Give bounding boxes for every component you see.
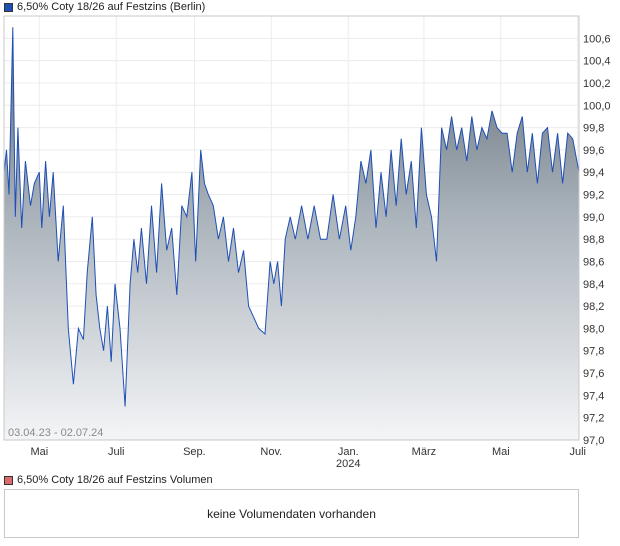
x-tick-label: Juli <box>108 446 125 458</box>
y-axis: 100,6 100,4 100,2 100,0 99,8 99,6 99,4 99,2 99,0… <box>583 33 611 447</box>
y-tick-label: 100,0 <box>583 100 611 112</box>
y-tick-label: 97,2 <box>583 413 604 425</box>
volume-legend: 6,50% Coty 18/26 auf Festzins Volumen <box>4 473 213 487</box>
y-tick-label: 98,2 <box>583 301 604 313</box>
y-tick-label: 100,4 <box>583 56 611 68</box>
price-area <box>4 27 579 440</box>
x-tick-year-label: 2024 <box>336 458 360 470</box>
x-tick-label: Sep. <box>183 446 206 458</box>
x-tick-label: Mai <box>492 446 510 458</box>
price-line <box>3 27 580 407</box>
price-legend: 6,50% Coty 18/26 auf Festzins (Berlin) <box>4 0 205 14</box>
volume-legend-swatch <box>4 475 13 485</box>
y-tick-label: 97,0 <box>583 435 604 447</box>
y-tick-label: 100,2 <box>583 78 611 90</box>
y-tick-label: 97,6 <box>583 368 604 380</box>
price-legend-label: 6,50% Coty 18/26 auf Festzins (Berlin) <box>17 1 206 13</box>
y-tick-label: 98,4 <box>583 279 604 291</box>
plot-frame <box>3 15 580 441</box>
y-tick-label: 99,2 <box>583 190 604 202</box>
y-tick-label: 99,0 <box>583 212 604 224</box>
y-tick-label: 97,4 <box>583 390 604 402</box>
y-tick-label: 99,6 <box>583 145 604 157</box>
x-tick-label: Juli <box>569 446 586 458</box>
volume-panel: keine Volumendaten vorhanden <box>4 489 579 538</box>
date-range-label: 03.04.23 - 02.07.24 <box>8 427 103 439</box>
volume-legend-label: 6,50% Coty 18/26 auf Festzins Volumen <box>17 474 213 486</box>
y-tick-label: 98,6 <box>583 256 604 268</box>
y-tick-label: 99,8 <box>583 123 604 135</box>
y-tick-label: 98,0 <box>583 323 604 335</box>
x-tick-label: Mai <box>30 446 48 458</box>
y-tick-label: 99,4 <box>583 167 604 179</box>
y-tick-label: 97,8 <box>583 346 604 358</box>
x-axis: Mai Juli Sep. Nov. Jan.2024 März Mai Juli <box>30 446 586 470</box>
price-legend-swatch <box>4 2 13 12</box>
x-tick-label: Nov. <box>260 446 282 458</box>
no-volume-message: keine Volumendaten vorhanden <box>207 506 376 521</box>
y-tick-label: 98,8 <box>583 234 604 246</box>
x-tick-label: Jan. <box>338 446 359 458</box>
y-tick-label: 100,6 <box>583 33 611 45</box>
x-tick-label: März <box>412 446 436 458</box>
